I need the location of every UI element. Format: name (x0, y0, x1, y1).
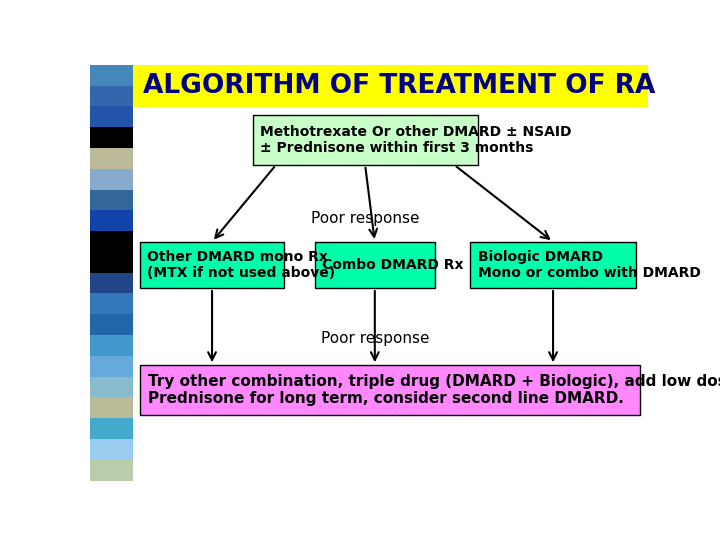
Bar (90, 106, 132, 127)
Bar (90, 418, 132, 439)
Bar (90, 190, 132, 211)
Text: Poor response: Poor response (320, 330, 429, 346)
Text: ALGORITHM OF TREATMENT OF RA: ALGORITHM OF TREATMENT OF RA (143, 72, 655, 99)
Bar (90, 211, 132, 231)
Bar (90, 168, 132, 190)
Bar (90, 127, 132, 148)
Bar (90, 314, 132, 335)
Bar (315, 242, 435, 288)
Bar (90, 356, 132, 377)
Bar (90, 273, 132, 294)
Bar (90, 231, 132, 252)
Bar (90, 294, 132, 314)
Bar (90, 148, 132, 169)
Bar (90, 397, 132, 418)
Text: Other DMARD mono Rx
(MTX if not used above): Other DMARD mono Rx (MTX if not used abo… (147, 250, 335, 280)
Bar (469, 242, 636, 288)
Bar (90, 252, 132, 273)
Text: Poor response: Poor response (311, 211, 419, 226)
Bar (90, 439, 132, 460)
Bar (90, 460, 132, 481)
Bar (90, 85, 132, 106)
Text: Methotrexate Or other DMARD ± NSAID
± Prednisone within first 3 months: Methotrexate Or other DMARD ± NSAID ± Pr… (261, 125, 572, 155)
Bar (90, 65, 132, 85)
Text: Combo DMARD Rx: Combo DMARD Rx (323, 258, 464, 272)
Text: Biologic DMARD
Mono or combo with DMARD: Biologic DMARD Mono or combo with DMARD (477, 250, 701, 280)
Bar (132, 65, 648, 107)
Bar (140, 365, 640, 415)
Bar (253, 115, 477, 165)
Bar (90, 377, 132, 397)
Bar (140, 242, 284, 288)
Bar (90, 335, 132, 356)
Text: Try other combination, triple drug (DMARD + Biologic), add low dose of
Prednison: Try other combination, triple drug (DMAR… (148, 374, 720, 406)
